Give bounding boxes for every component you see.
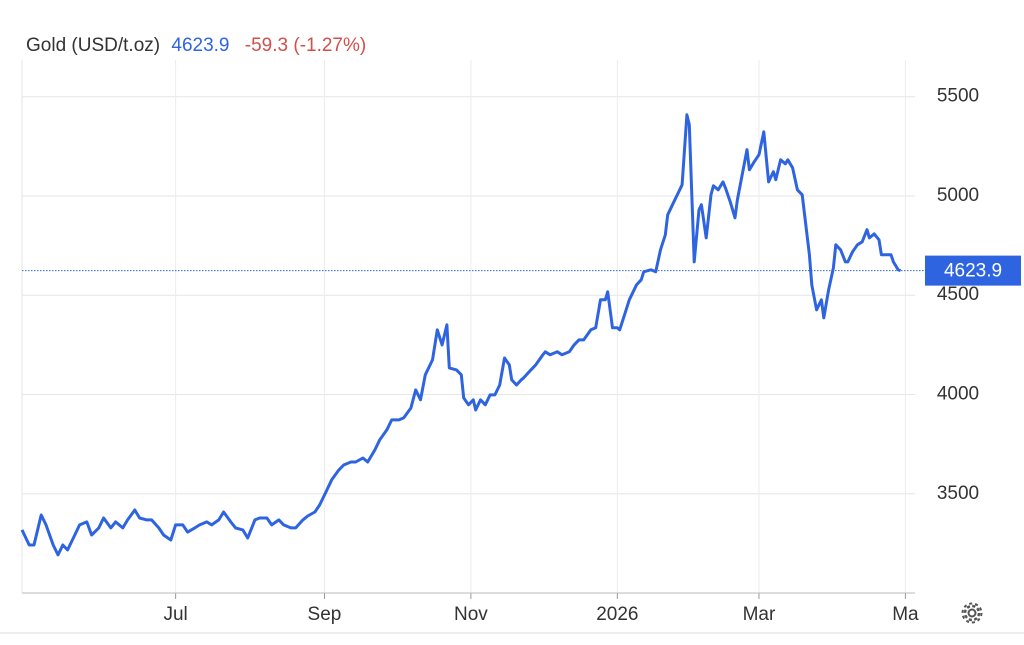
- last-price-box: [925, 255, 1021, 286]
- y-tick-label: 5500: [937, 86, 979, 107]
- x-tick-label: 2026: [596, 604, 638, 625]
- x-tick-label: Nov: [454, 604, 488, 625]
- last-price-label: 4623.9: [944, 261, 1002, 282]
- x-tick-label: Sep: [308, 604, 342, 625]
- x-tick-label: Ma: [892, 604, 919, 625]
- chart-title: Gold (USD/t.oz): [26, 35, 160, 56]
- y-tick-label: 3500: [937, 483, 979, 504]
- chart-header: Gold (USD/t.oz) 4623.9 -59.3 (-1.27%): [26, 35, 366, 56]
- last-price: 4623.9: [171, 35, 229, 56]
- settings-icon[interactable]: [961, 602, 983, 624]
- y-tick-label: 4500: [937, 284, 979, 305]
- y-tick-label: 4000: [937, 383, 979, 404]
- x-tick-label: Mar: [743, 604, 776, 625]
- x-tick-label: Jul: [163, 604, 187, 625]
- price-line: [20, 113, 902, 557]
- price-change: -59.3 (-1.27%): [245, 35, 366, 56]
- y-tick-label: 5000: [937, 185, 979, 206]
